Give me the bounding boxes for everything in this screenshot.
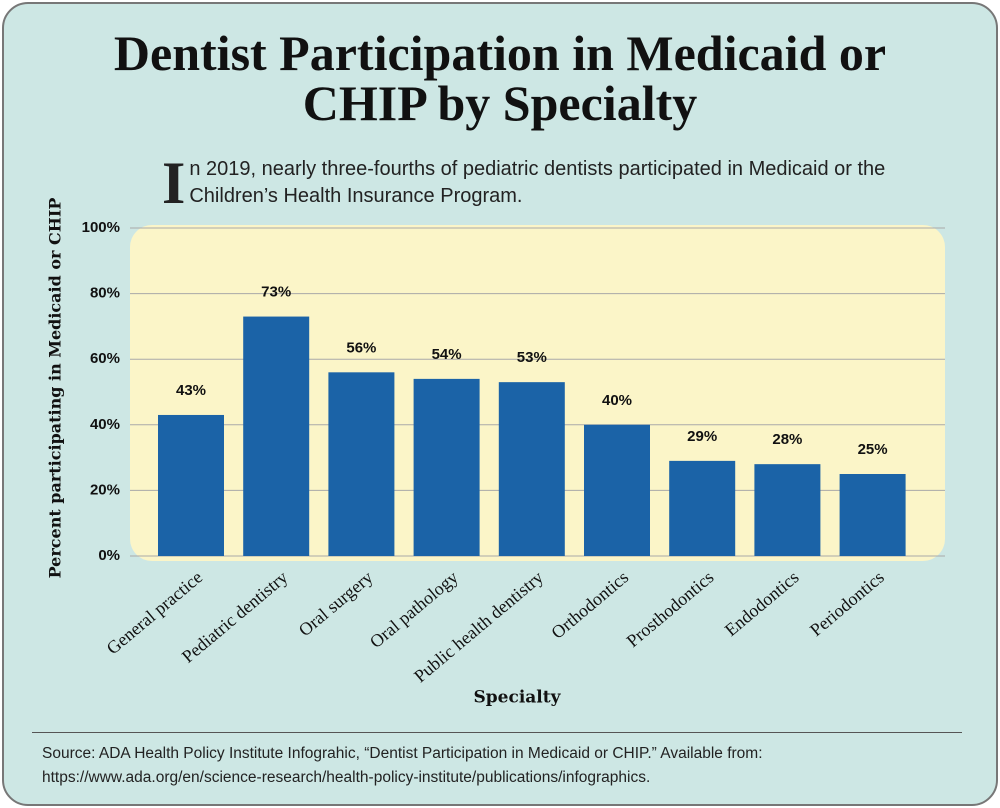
y-tick-label: 40%	[90, 416, 120, 433]
x-tick-label: Endodontics	[721, 567, 803, 640]
source-note: Source: ADA Health Policy Institute Info…	[42, 745, 763, 786]
data-label: 29%	[687, 428, 717, 445]
x-axis-label: Specialty	[474, 688, 562, 708]
bar	[584, 424, 650, 556]
y-tick-label: 20%	[90, 481, 120, 498]
x-tick-label: Oral surgery	[295, 567, 377, 640]
chart-title: Dentist Participation in Medicaid or CHI…	[113, 25, 887, 131]
bar	[669, 460, 736, 556]
y-tick-label: 0%	[98, 547, 120, 564]
data-label: 25%	[858, 441, 888, 458]
data-label: 43%	[176, 382, 206, 399]
x-tick-label: Periodontics	[806, 567, 888, 640]
data-label: 56%	[346, 339, 376, 356]
bar	[158, 414, 224, 556]
data-label: 28%	[772, 431, 802, 448]
bar	[754, 464, 821, 556]
y-tick-label: 60%	[90, 350, 120, 367]
x-tick-label: Orthodontics	[547, 567, 632, 643]
chart-subtitle: In 2019, nearly three-fourths of pediatr…	[162, 150, 886, 216]
data-label: 54%	[432, 346, 462, 363]
x-tick-label: Prosthodontics	[623, 567, 718, 651]
y-tick-label: 80%	[90, 285, 120, 302]
y-tick-label: 100%	[82, 219, 120, 236]
bar	[498, 382, 565, 556]
bar	[243, 316, 310, 556]
bar	[839, 474, 906, 556]
separator	[32, 732, 962, 733]
y-axis-label: Percent participating in Medicaid or CHI…	[46, 198, 65, 579]
bar	[328, 372, 395, 556]
bar	[413, 378, 480, 556]
data-label: 53%	[517, 349, 547, 366]
data-label: 73%	[261, 284, 291, 301]
data-label: 40%	[602, 392, 632, 409]
